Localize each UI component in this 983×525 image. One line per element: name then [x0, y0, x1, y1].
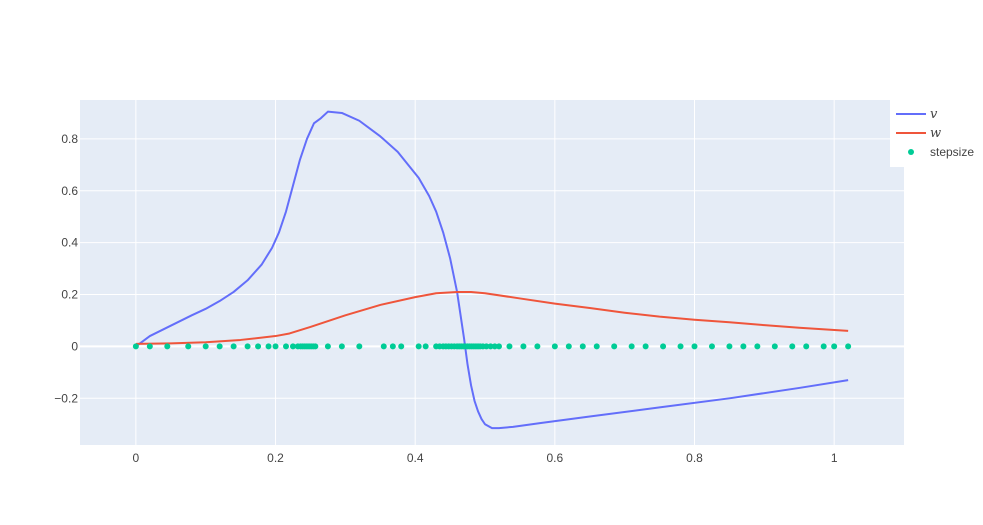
- y-tick-label: 0.2: [61, 288, 78, 302]
- series-line-w: [135, 290, 849, 345]
- stepsize-point: [726, 343, 733, 350]
- stepsize-point: [520, 343, 527, 350]
- stepsize-point: [272, 343, 279, 350]
- y-tick-label: −0.2: [54, 391, 78, 405]
- stepsize-point: [642, 343, 649, 350]
- stepsize-point: [506, 343, 513, 350]
- stepsize-point: [324, 343, 331, 350]
- legend-label: v: [930, 107, 938, 122]
- stepsize-point: [289, 343, 296, 350]
- stepsize-point: [691, 343, 698, 350]
- stepsize-point: [380, 343, 387, 350]
- stepsize-point: [422, 343, 429, 350]
- legend-label: stepsize: [930, 145, 974, 159]
- stepsize-point: [754, 343, 761, 350]
- stepsize-point: [255, 343, 262, 350]
- x-tick-label: 0.4: [407, 451, 424, 465]
- axis-ticks: 0 0.2 0.4 0.6 0.8 1 −0.2 0 0.2 0.4 0.6 0.8: [54, 132, 838, 465]
- legend-item-v[interactable]: v: [896, 107, 938, 122]
- series-markers-stepsize: [132, 343, 852, 350]
- stepsize-point: [483, 343, 490, 350]
- stepsize-point: [803, 343, 810, 350]
- stepsize-point: [283, 343, 289, 350]
- stepsize-point: [415, 343, 422, 350]
- x-tick-label: 0: [133, 451, 140, 465]
- x-tick-label: 0.6: [547, 451, 564, 465]
- stepsize-point: [579, 343, 586, 350]
- stepsize-point: [845, 343, 852, 350]
- stepsize-point: [565, 343, 572, 350]
- x-tick-label: 0.2: [267, 451, 284, 465]
- plot-background: [80, 100, 904, 445]
- stepsize-point: [534, 343, 541, 350]
- stepsize-point: [230, 343, 237, 350]
- y-tick-label: 0.6: [61, 184, 78, 198]
- stepsize-point: [789, 343, 796, 350]
- stepsize-point: [628, 343, 635, 350]
- stepsize-point: [495, 343, 502, 350]
- stepsize-point: [202, 343, 209, 350]
- legend-label: w: [930, 126, 941, 141]
- y-tick-label: 0.4: [61, 236, 78, 250]
- stepsize-point: [771, 343, 778, 350]
- stepsize-point: [265, 343, 272, 350]
- legend-item-stepsize[interactable]: stepsize: [908, 145, 974, 159]
- stepsize-point: [708, 343, 715, 350]
- stepsize-point: [740, 343, 747, 350]
- stepsize-point: [216, 343, 223, 350]
- stepsize-point: [551, 343, 558, 350]
- y-tick-label: 0: [71, 339, 78, 353]
- stepsize-point: [831, 343, 838, 350]
- stepsize-point: [820, 343, 827, 350]
- legend-item-w[interactable]: w: [896, 126, 941, 141]
- stepsize-point: [593, 343, 600, 350]
- stepsize-point: [487, 343, 494, 350]
- legend[interactable]: vw stepsize: [890, 100, 983, 167]
- stepsize-point: [611, 343, 618, 350]
- x-tick-label: 1: [831, 451, 838, 465]
- stepsize-point: [146, 343, 153, 350]
- x-tick-label: 0.8: [686, 451, 703, 465]
- stepsize-point: [338, 343, 345, 350]
- stepsize-point: [677, 343, 684, 350]
- stepsize-point: [132, 343, 139, 350]
- stepsize-point: [244, 343, 251, 350]
- stepsize-point: [185, 343, 192, 350]
- series-line-v: [135, 110, 849, 430]
- y-tick-label: 0.8: [61, 132, 78, 146]
- stepsize-point: [660, 343, 667, 350]
- series-layer: [132, 110, 852, 430]
- stepsize-point: [164, 343, 171, 350]
- stepsize-point: [312, 343, 319, 350]
- stepsize-point: [356, 343, 363, 350]
- stepsize-point: [491, 343, 498, 350]
- stepsize-point: [398, 343, 405, 350]
- legend-swatch: [908, 149, 914, 155]
- stepsize-point: [389, 343, 396, 350]
